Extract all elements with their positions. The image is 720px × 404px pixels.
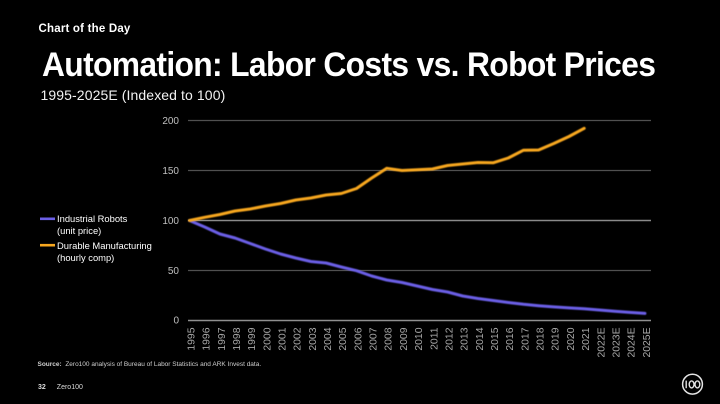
svg-text:1995: 1995	[186, 327, 197, 350]
svg-text:1997: 1997	[217, 327, 228, 350]
svg-text:2004: 2004	[323, 327, 334, 350]
svg-text:2017: 2017	[520, 327, 531, 350]
svg-text:2010: 2010	[414, 327, 425, 350]
svg-text:2022E: 2022E	[596, 327, 607, 357]
svg-text:2011: 2011	[429, 327, 440, 350]
svg-text:2020: 2020	[566, 327, 577, 350]
svg-text:2015: 2015	[490, 327, 501, 350]
svg-text:2001: 2001	[278, 327, 289, 350]
svg-text:1996: 1996	[202, 327, 213, 350]
svg-text:2018: 2018	[536, 327, 547, 350]
svg-text:50: 50	[168, 266, 180, 277]
svg-text:2003: 2003	[308, 327, 319, 350]
svg-text:2025E: 2025E	[642, 327, 653, 357]
svg-text:1998: 1998	[232, 327, 243, 350]
svg-text:2009: 2009	[399, 327, 410, 350]
svg-text:2008: 2008	[384, 327, 395, 350]
svg-text:100: 100	[162, 216, 179, 227]
svg-text:2023E: 2023E	[611, 327, 622, 357]
svg-text:2014: 2014	[475, 327, 486, 350]
svg-text:2016: 2016	[505, 327, 516, 350]
svg-text:2019: 2019	[551, 327, 562, 350]
svg-text:2012: 2012	[445, 327, 456, 350]
svg-text:2006: 2006	[353, 327, 364, 350]
svg-text:2007: 2007	[369, 327, 380, 350]
svg-text:1999: 1999	[247, 327, 258, 350]
svg-text:2000: 2000	[262, 327, 273, 350]
svg-text:150: 150	[162, 166, 179, 177]
svg-text:2013: 2013	[460, 327, 471, 350]
svg-text:0: 0	[173, 315, 179, 326]
svg-text:2005: 2005	[338, 327, 349, 350]
svg-text:2024E: 2024E	[627, 327, 638, 357]
svg-text:2002: 2002	[293, 327, 304, 350]
svg-text:200: 200	[162, 116, 179, 127]
svg-text:2021: 2021	[581, 327, 592, 350]
